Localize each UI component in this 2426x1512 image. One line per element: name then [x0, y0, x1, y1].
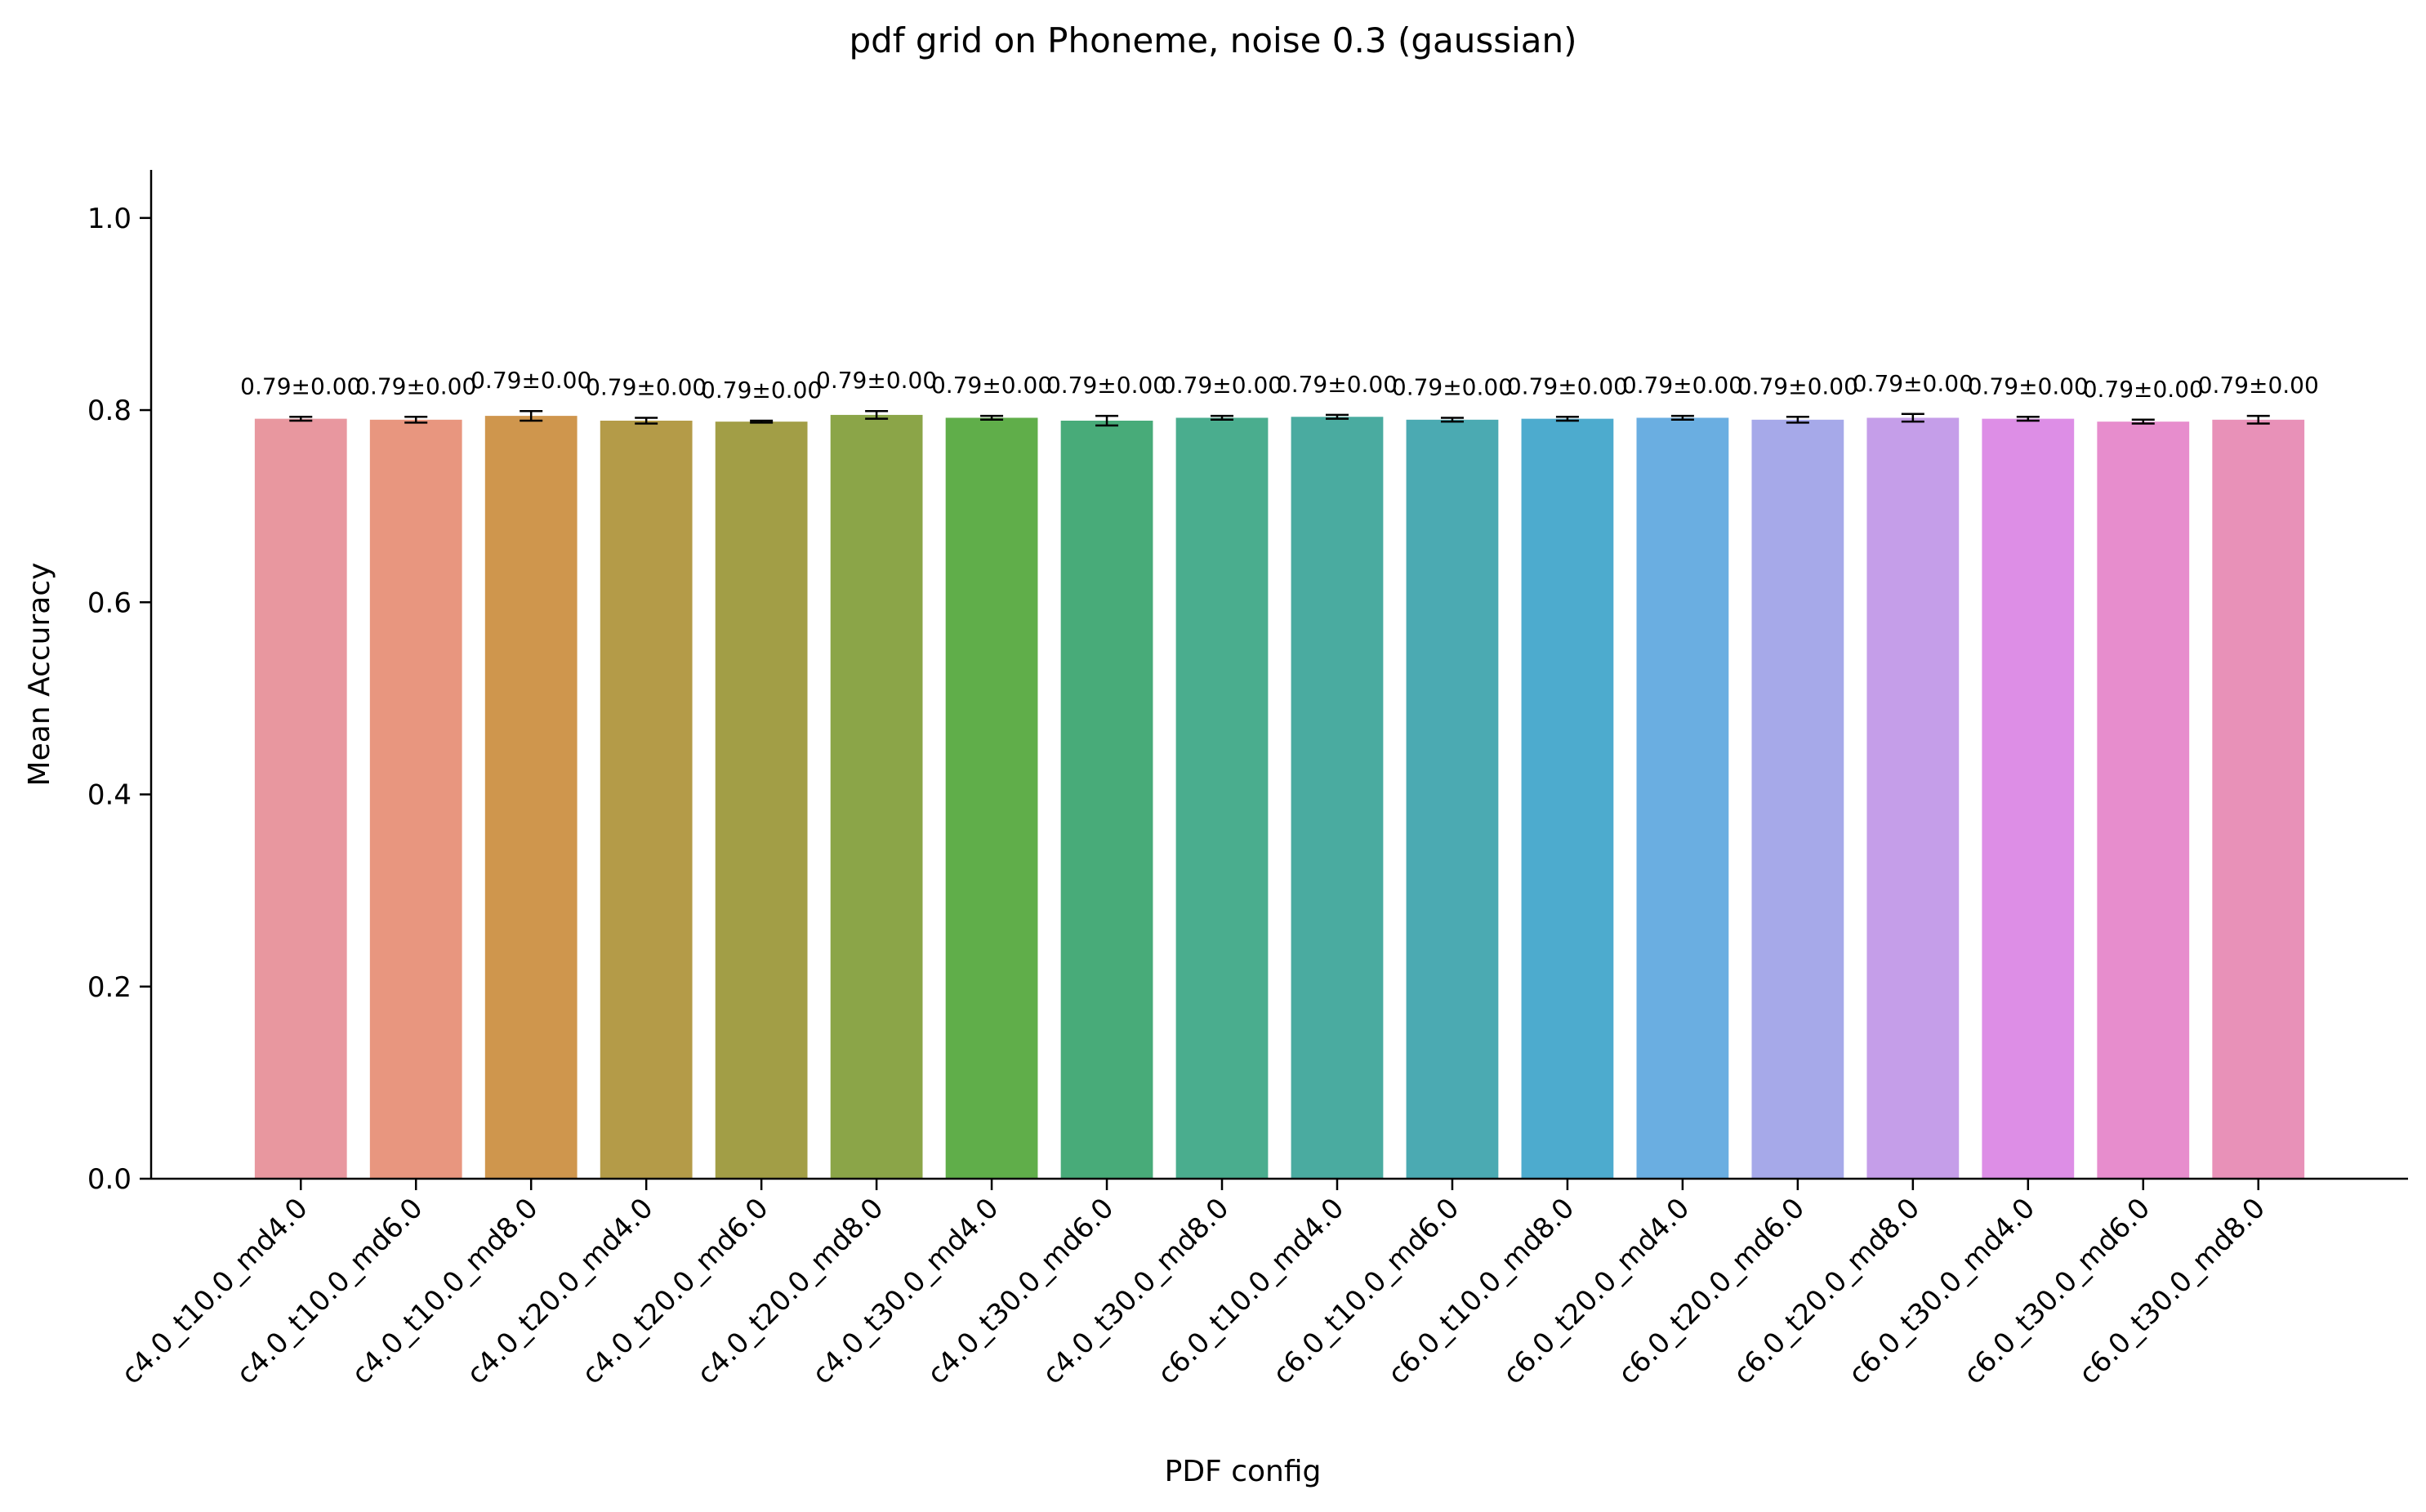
bar	[1406, 419, 1499, 1179]
bars-group	[254, 414, 2305, 1180]
y-tick-label: 1.0	[87, 203, 132, 235]
bar	[1751, 419, 1844, 1179]
bar	[254, 418, 347, 1179]
bar	[369, 419, 462, 1179]
bar-value-label: 0.79±0.00	[1392, 373, 1513, 400]
bar	[1291, 417, 1384, 1179]
bar-value-label: 0.79±0.00	[1737, 372, 1858, 399]
bar	[1175, 417, 1269, 1179]
bar	[1982, 418, 2075, 1179]
bar-value-label: 0.79±0.00	[355, 372, 476, 399]
x-axis-label: PDF config	[1165, 1455, 1322, 1488]
bar	[830, 414, 923, 1179]
chart-title: pdf grid on Phoneme, noise 0.3 (gaussian…	[849, 20, 1576, 60]
y-ticks-group: 0.0 0.2 0.4 0.6 0.8 1.0	[87, 203, 151, 1196]
bar-value-label: 0.79±0.00	[1162, 372, 1282, 399]
y-axis-label: Mean Accuracy	[23, 563, 56, 787]
bar-value-label: 0.79±0.00	[931, 372, 1052, 399]
bar-value-label: 0.79±0.00	[1622, 372, 1743, 399]
bar	[715, 421, 808, 1179]
axes-group	[149, 170, 2408, 1180]
y-tick-label: 0.6	[87, 587, 132, 619]
x-ticks-group: c4.0_t10.0_md4.0c4.0_t10.0_md6.0c4.0_t10…	[115, 1179, 2272, 1391]
bar	[1521, 418, 1614, 1179]
y-tick-label: 0.8	[87, 395, 132, 427]
bar-value-label: 0.79±0.00	[1507, 372, 1628, 399]
y-tick-label: 0.2	[87, 971, 132, 1004]
bar-value-label: 0.79±0.00	[2083, 376, 2204, 403]
error-bars-group	[289, 409, 2270, 427]
x-tick-label: c4.0_t10.0_md4.0	[115, 1192, 314, 1391]
bar-value-label: 0.79±0.00	[586, 373, 707, 400]
y-tick-label: 0.4	[87, 779, 132, 812]
bar-value-label: 0.79±0.00	[1968, 372, 2089, 399]
bar-value-label: 0.79±0.00	[1277, 371, 1398, 398]
bar	[1636, 417, 1729, 1179]
bar-value-label: 0.79±0.00	[1046, 372, 1167, 399]
bar-value-label: 0.79±0.00	[1853, 370, 1973, 397]
bar	[2097, 421, 2190, 1179]
y-tick-label: 0.0	[87, 1163, 132, 1196]
bar-value-label: 0.79±0.00	[2198, 372, 2319, 399]
bar	[484, 416, 578, 1180]
bar-labels-group: 0.79±0.000.79±0.000.79±0.000.79±0.000.79…	[240, 367, 2319, 404]
bar	[600, 420, 693, 1179]
bar	[1060, 420, 1153, 1179]
bar-value-label: 0.79±0.00	[701, 377, 822, 404]
bar-value-label: 0.79±0.00	[470, 367, 591, 394]
bar-value-label: 0.79±0.00	[816, 367, 937, 394]
bar-value-label: 0.79±0.00	[240, 372, 361, 399]
bar	[2212, 419, 2305, 1179]
bar	[1866, 417, 1960, 1179]
bar	[945, 417, 1038, 1179]
